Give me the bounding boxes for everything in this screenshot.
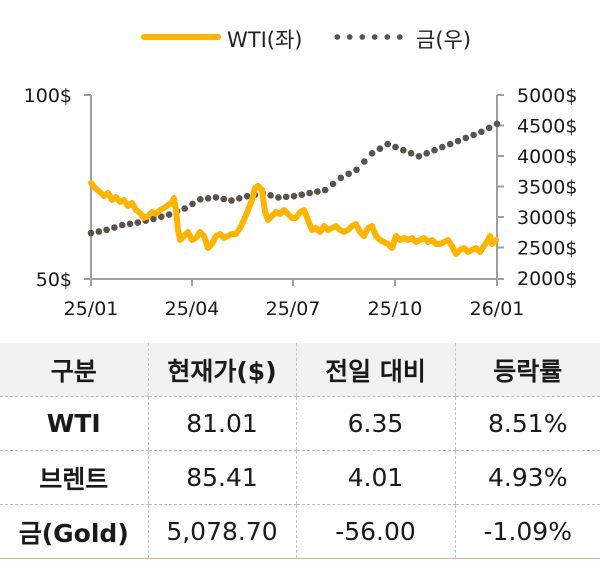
gold-data-point <box>353 166 360 174</box>
gold-data-point <box>95 228 103 235</box>
table-header-row: 구분 현재가($) 전일 대비 등락률 <box>0 343 600 397</box>
left-axis-label-bottom: 50$ <box>36 269 72 291</box>
gold-data-point <box>197 196 204 203</box>
col-header-change: 전일 대비 <box>295 343 455 397</box>
right-axis-label: 2500$ <box>517 238 577 260</box>
gold-data-point <box>400 146 407 154</box>
col-header-price: 현재가($) <box>147 343 296 397</box>
gold-data-point <box>314 188 321 195</box>
gold-data-point <box>337 174 345 182</box>
x-axis-label: 25/04 <box>165 298 220 320</box>
table-row: 금(Gold) 5,078.70 -56.00 -1.09% <box>0 504 600 559</box>
right-axis-label: 2000$ <box>517 268 577 290</box>
gold-data-point <box>376 145 384 152</box>
gold-data-point <box>478 128 485 136</box>
price-chart: 100$ 50$ 5000$ 4500$ 4000$ 3500$ 3000$ 2… <box>24 85 578 320</box>
row-change: 6.35 <box>295 396 455 451</box>
gold-data-point <box>298 191 306 198</box>
gold-data-point <box>493 120 501 128</box>
gold-data-point <box>306 189 313 197</box>
gold-data-point <box>111 224 118 231</box>
gold-legend-label: 금(우) <box>416 28 472 52</box>
gold-data-point <box>126 220 134 228</box>
gold-data-point <box>181 205 188 212</box>
gold-data-point <box>243 192 251 200</box>
col-header-rate: 등락률 <box>454 343 600 397</box>
gold-data-point <box>415 153 423 160</box>
table-row: 브렌트 85.41 4.01 4.93% <box>0 450 600 505</box>
row-name: 브렌트 <box>0 450 148 505</box>
gold-data-point <box>189 200 196 208</box>
gold-data-point <box>87 229 95 237</box>
row-change: -56.00 <box>295 504 455 559</box>
row-price: 81.01 <box>147 396 296 451</box>
gold-data-point <box>228 197 235 204</box>
price-table: 구분 현재가($) 전일 대비 등락률 WTI 81.01 6.35 8.51%… <box>0 343 600 559</box>
gold-data-point <box>423 150 431 157</box>
row-price: 5,078.70 <box>147 504 296 559</box>
right-axis-label: 3500$ <box>517 177 577 199</box>
wti-legend-label: WTI(좌) <box>227 28 303 52</box>
x-axis-label: 25/07 <box>266 298 321 320</box>
gold-data-point <box>290 192 298 200</box>
row-name: 금(Gold) <box>0 504 148 559</box>
row-rate: 4.93% <box>454 450 600 505</box>
gold-data-point <box>454 137 462 145</box>
row-price: 85.41 <box>147 450 296 505</box>
wti-legend-line-icon <box>141 34 221 40</box>
gold-data-point <box>321 186 329 194</box>
gold-data-point <box>236 195 243 202</box>
gold-legend-dots-icon <box>331 34 406 40</box>
row-rate: -1.09% <box>454 504 600 559</box>
chart-legend: WTI(좌) 금(우) <box>0 20 600 56</box>
gold-data-point <box>361 158 368 165</box>
gold-data-point <box>134 219 142 226</box>
gold-data-point <box>384 140 392 148</box>
gold-data-point <box>431 146 438 154</box>
wti-series <box>88 180 499 257</box>
gold-data-point <box>103 226 110 234</box>
gold-data-point <box>150 215 157 223</box>
gold-data-point <box>368 150 376 157</box>
gold-data-point <box>204 195 212 202</box>
gold-data-point <box>439 143 446 151</box>
gold-data-point <box>329 180 337 188</box>
gold-data-point <box>158 213 165 220</box>
x-axis-label: 25/10 <box>368 298 423 320</box>
right-axis-label: 5000$ <box>517 85 577 107</box>
gold-data-point <box>392 143 399 151</box>
gold-series <box>87 120 501 237</box>
row-rate: 8.51% <box>454 396 600 451</box>
x-axis-label: 26/01 <box>470 298 525 320</box>
right-axis-label: 4500$ <box>517 116 577 138</box>
gold-data-point <box>275 194 282 201</box>
gold-data-point <box>446 140 454 148</box>
axes <box>84 94 504 286</box>
right-axis-label: 3000$ <box>517 207 577 229</box>
gold-data-point <box>462 134 470 142</box>
table-row: WTI 81.01 6.35 8.51% <box>0 396 600 451</box>
gold-data-point <box>220 195 227 203</box>
left-axis-label-top: 100$ <box>24 85 72 107</box>
gold-data-point <box>118 221 126 229</box>
row-name: WTI <box>0 396 148 451</box>
gold-data-point <box>470 131 477 139</box>
gold-data-point <box>165 211 173 218</box>
col-header-category: 구분 <box>0 343 148 397</box>
x-axis-label: 25/01 <box>64 298 119 320</box>
gold-data-point <box>282 193 290 201</box>
gold-data-point <box>407 150 415 157</box>
gold-data-point <box>485 124 493 132</box>
gold-data-point <box>212 194 220 201</box>
gold-data-point <box>267 192 274 199</box>
right-axis-label: 4000$ <box>517 146 577 168</box>
row-change: 4.01 <box>295 450 455 505</box>
gold-data-point <box>345 170 353 178</box>
